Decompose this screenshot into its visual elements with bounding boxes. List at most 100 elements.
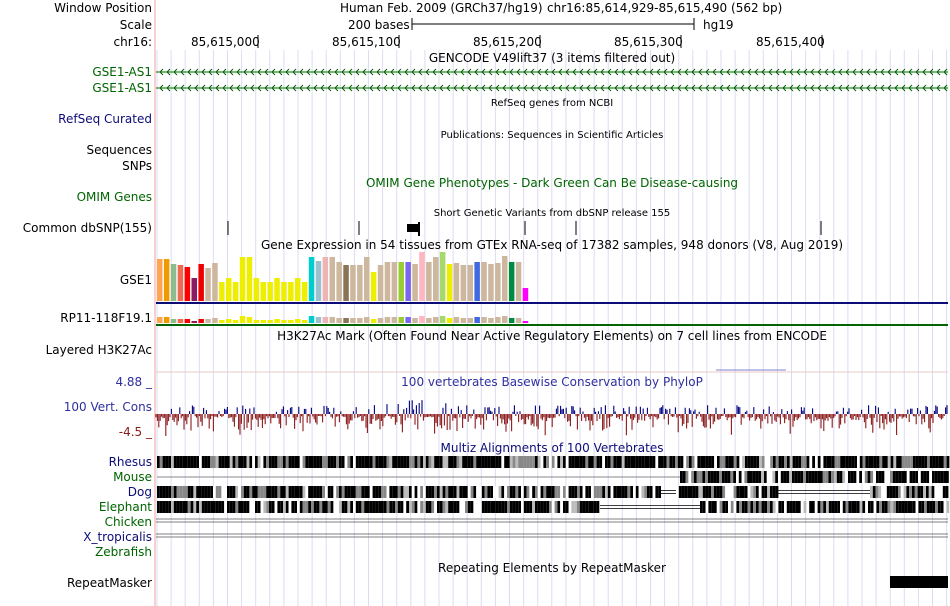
alignment-block — [772, 501, 776, 513]
multiz-species-mouse[interactable]: Mouse — [113, 470, 152, 484]
gtex-rp11-tissue-bar — [481, 317, 487, 323]
alignment-block — [196, 501, 199, 513]
gtex-gse1-tissue-bar — [398, 262, 404, 301]
alignment-block — [758, 501, 762, 513]
track-label-omim[interactable]: OMIM Genes — [76, 190, 152, 204]
alignment-block — [229, 486, 233, 498]
track-title-publications[interactable]: Publications: Sequences in Scientific Ar… — [440, 130, 664, 141]
alignment-block — [823, 501, 826, 513]
alignment-block — [644, 456, 647, 468]
alignment-block — [822, 471, 826, 483]
track-title-refseq[interactable]: RefSeq genes from NCBI — [490, 98, 614, 109]
alignment-block — [333, 456, 337, 468]
alignment-block — [369, 486, 373, 498]
alignment-block — [537, 486, 541, 498]
alignment-block — [218, 501, 222, 513]
gtex-rp11-tissue-bar — [191, 321, 197, 323]
alignment-block — [353, 456, 356, 468]
alignment-block — [686, 456, 689, 468]
alignment-block — [557, 456, 561, 468]
track-title-omim[interactable]: OMIM Gene Phenotypes - Dark Green Can Be… — [365, 176, 739, 190]
alignment-block — [215, 486, 219, 498]
alignment-block — [591, 501, 594, 513]
alignment-block — [341, 456, 345, 468]
alignment-block — [800, 501, 804, 513]
alignment-block — [311, 456, 314, 468]
track-label-snps[interactable]: SNPs — [122, 159, 152, 173]
gtex-gse1-tissue-bar — [274, 278, 280, 301]
track-title-h3k27ac[interactable]: H3K27Ac Mark (Often Found Near Active Re… — [277, 329, 827, 343]
track-title-repeatmasker[interactable]: Repeating Elements by RepeatMasker — [438, 561, 666, 575]
alignment-block — [470, 486, 474, 498]
alignment-block — [669, 456, 673, 468]
track-label-repeatmasker[interactable]: RepeatMasker — [66, 576, 152, 590]
track-title-phylop[interactable]: 100 vertebrates Basewise Conservation by… — [401, 375, 703, 389]
alignment-block — [753, 501, 756, 513]
alignment-block — [252, 501, 255, 513]
multiz-species-xtropicalis[interactable]: X_tropicalis — [83, 530, 152, 544]
alignment-block — [605, 486, 608, 498]
track-label-refseq[interactable]: RefSeq Curated — [58, 112, 152, 126]
phylop-negative-scores — [155, 414, 945, 436]
track-label-rp11-gtex[interactable]: RP11-118F19.1 — [60, 311, 152, 325]
alignment-block — [934, 471, 938, 483]
track-title-gencode[interactable]: GENCODE V49lift37 (3 items filtered out) — [428, 51, 676, 65]
alignment-block — [605, 456, 608, 468]
alignment-block — [926, 501, 930, 513]
alignment-block — [428, 486, 432, 498]
alignment-block — [633, 486, 636, 498]
gtex-rp11-tissue-bar — [419, 316, 425, 323]
gtex-gse1-tissue-bar — [412, 264, 418, 301]
alignment-block — [678, 486, 682, 498]
multiz-species-dog[interactable]: Dog — [127, 485, 152, 499]
gtex-gse1-tissue-bar — [508, 262, 515, 301]
alignment-block — [840, 501, 843, 513]
alignment-block — [207, 501, 211, 513]
alignment-block — [848, 471, 851, 483]
gtex-gse1-tissue-bar — [232, 282, 239, 301]
alignment-block — [773, 456, 776, 468]
multiz-species-rhesus[interactable]: Rhesus — [108, 455, 152, 469]
multiz-species-zebrafish[interactable]: Zebrafish — [95, 545, 152, 559]
alignment-block — [831, 471, 834, 483]
alignment-block — [551, 501, 555, 513]
alignment-block — [263, 501, 267, 513]
alignment-block — [453, 501, 457, 513]
alignment-block — [887, 456, 891, 468]
alignment-block — [859, 456, 863, 468]
track-label-sequences[interactable]: Sequences — [86, 143, 152, 157]
alignment-block — [162, 501, 166, 513]
track-label-gse1-as1-2[interactable]: GSE1-AS1 — [92, 81, 152, 95]
alignment-block — [717, 456, 720, 468]
alignment-block — [898, 471, 902, 483]
track-label-gse1-as1-1[interactable]: GSE1-AS1 — [92, 65, 152, 79]
track-label-phylop[interactable]: 100 Vert. Cons — [63, 400, 152, 414]
alignment-block — [336, 486, 339, 498]
alignment-block — [702, 471, 706, 483]
alignment-block — [473, 486, 477, 498]
alignment-block — [932, 471, 935, 483]
alignment-block — [302, 456, 306, 468]
alignment-block — [453, 486, 457, 498]
alignment-block — [750, 501, 754, 513]
track-title-gtex[interactable]: Gene Expression in 54 tissues from GTEx … — [260, 238, 844, 252]
alignment-block — [710, 471, 714, 483]
track-label-gse1-gtex[interactable]: GSE1 — [119, 273, 152, 287]
track-label-dbsnp[interactable]: Common dbSNP(155) — [22, 221, 152, 235]
gtex-gse1-tissue-bar — [260, 282, 266, 301]
track-title-dbsnp[interactable]: Short Genetic Variants from dbSNP releas… — [433, 208, 671, 219]
alignment-block — [870, 501, 874, 513]
alignment-block — [210, 486, 213, 498]
alignment-block — [789, 501, 793, 513]
alignment-block — [350, 456, 353, 468]
multiz-species-chicken[interactable]: Chicken — [104, 515, 152, 529]
track-title-multiz[interactable]: Multiz Alignments of 100 Vertebrates — [440, 441, 664, 455]
alignment-block — [157, 501, 160, 513]
gtex-rp11-tissue-bar — [198, 319, 204, 323]
track-label-h3k27ac[interactable]: Layered H3K27Ac — [45, 343, 152, 357]
multiz-species-elephant[interactable]: Elephant — [98, 500, 152, 514]
alignment-block — [400, 456, 404, 468]
alignment-block — [465, 486, 468, 498]
